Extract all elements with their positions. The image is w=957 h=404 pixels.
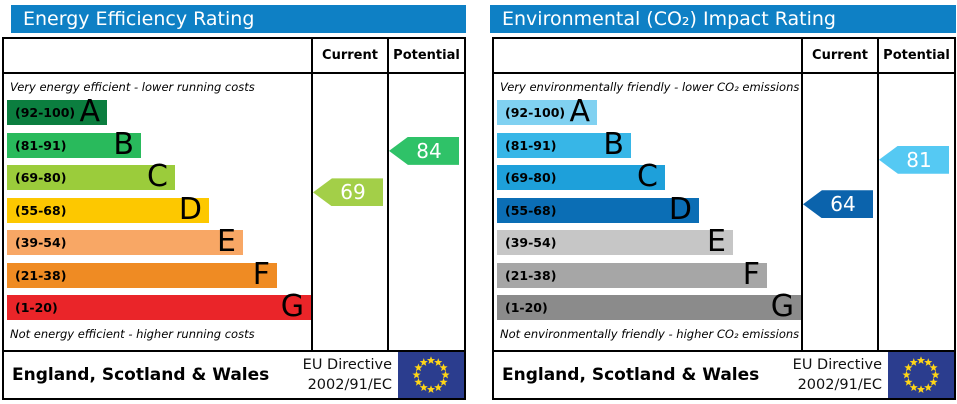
band-letter: A <box>79 94 100 129</box>
top-caption: Very energy efficient - lower running co… <box>10 80 255 94</box>
band-letter: F <box>252 256 270 292</box>
band-letter: C <box>147 159 168 194</box>
potential-rating-arrow: 84 <box>389 136 459 165</box>
band-letter: G <box>770 289 794 324</box>
top-caption: Very environmentally friendly - lower CO… <box>500 80 800 94</box>
band-a: (92-100) A <box>7 94 107 129</box>
table-footer-row: England, Scotland & Wales EU Directive 2… <box>4 350 464 398</box>
table-header-row: Current Potential <box>4 39 464 74</box>
band-letter: G <box>280 289 304 324</box>
band-a: (92-100) A <box>497 94 597 129</box>
table-header-row: Current Potential <box>494 39 954 74</box>
column-divider <box>387 39 389 350</box>
rating-table: Current Potential Very energy efficient … <box>2 37 466 400</box>
potential-rating-value: 81 <box>906 147 932 172</box>
region-label: England, Scotland & Wales <box>502 365 760 385</box>
band-letter: C <box>637 159 658 194</box>
band-list: (92-100) A (81-91) B (69-80) C (55-68) D (39-54)… <box>497 94 954 328</box>
potential-column-header: Potential <box>883 48 950 63</box>
band-range-label: (21-38) <box>505 267 557 283</box>
band-letter: E <box>217 224 236 259</box>
band-c: (69-80) C <box>497 159 665 194</box>
current-rating-value: 64 <box>830 192 856 217</box>
table-footer-row: England, Scotland & Wales EU Directive 2… <box>494 350 954 398</box>
band-d: (55-68) D <box>7 191 209 227</box>
band-g: (1-20) G <box>497 289 801 324</box>
band-range-label: (55-68) <box>15 202 67 218</box>
band-letter: D <box>668 191 692 227</box>
current-rating-value: 69 <box>340 180 366 205</box>
band-letter: F <box>742 256 760 292</box>
band-range-label: (1-20) <box>505 300 548 315</box>
band-f: (21-38) F <box>497 256 767 292</box>
bottom-caption: Not energy efficient - higher running co… <box>10 327 255 341</box>
band-e: (39-54) E <box>7 224 243 259</box>
band-d: (55-68) D <box>497 191 699 227</box>
band-c: (69-80) C <box>7 159 175 194</box>
energy-efficiency-panel: Energy Efficiency Rating Current Potenti… <box>0 0 467 404</box>
panel-title: Energy Efficiency Rating <box>23 8 255 30</box>
band-range-label: (69-80) <box>505 170 557 185</box>
band-g: (1-20) G <box>7 289 311 324</box>
band-range-label: (92-100) <box>505 105 566 120</box>
column-divider <box>877 39 879 350</box>
band-list: (92-100) A (81-91) B (69-80) C (55-68) D (39-54)… <box>7 94 464 328</box>
band-b: (81-91) B <box>7 126 141 162</box>
eu-flag-icon <box>398 352 464 398</box>
band-range-label: (81-91) <box>15 137 67 153</box>
eu-directive-label: EU Directive 2002/91/EC <box>302 357 392 393</box>
panel-title-bar: Environmental (CO₂) Impact Rating <box>490 5 956 33</box>
band-letter: B <box>113 126 134 162</box>
band-range-label: (69-80) <box>15 170 67 185</box>
current-column-header: Current <box>812 48 868 63</box>
band-letter: B <box>603 126 624 162</box>
bottom-caption: Not environmentally friendly - higher CO… <box>500 327 800 341</box>
eu-directive-label: EU Directive 2002/91/EC <box>792 357 882 393</box>
band-range-label: (1-20) <box>15 300 58 315</box>
eu-flag-icon <box>888 352 954 398</box>
environmental-impact-panel: Environmental (CO₂) Impact Rating Curren… <box>490 0 957 404</box>
potential-rating-value: 84 <box>416 138 442 163</box>
band-letter: E <box>707 224 726 259</box>
band-range-label: (81-91) <box>505 137 557 153</box>
band-letter: A <box>569 94 590 129</box>
panel-title-bar: Energy Efficiency Rating <box>11 5 466 33</box>
column-divider <box>801 39 803 350</box>
band-b: (81-91) B <box>497 126 631 162</box>
band-e: (39-54) E <box>497 224 733 259</box>
potential-column-header: Potential <box>393 48 460 63</box>
band-letter: D <box>178 191 202 227</box>
band-range-label: (39-54) <box>15 235 67 250</box>
band-range-label: (39-54) <box>505 235 557 250</box>
band-f: (21-38) F <box>7 256 277 292</box>
panel-title: Environmental (CO₂) Impact Rating <box>502 8 836 30</box>
rating-table: Current Potential Very environmentally f… <box>492 37 956 400</box>
band-range-label: (55-68) <box>505 202 557 218</box>
column-divider <box>311 39 313 350</box>
region-label: England, Scotland & Wales <box>12 365 270 385</box>
band-range-label: (92-100) <box>15 105 76 120</box>
band-range-label: (21-38) <box>15 267 67 283</box>
current-column-header: Current <box>322 48 378 63</box>
